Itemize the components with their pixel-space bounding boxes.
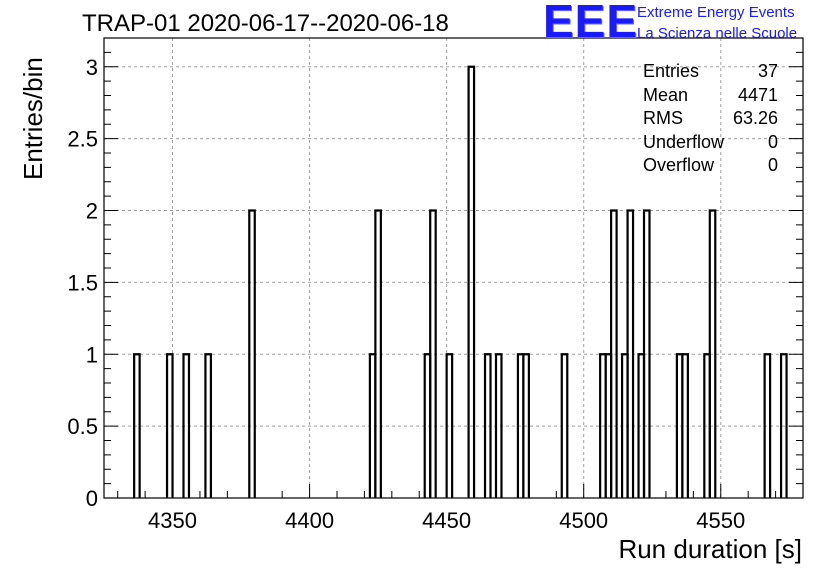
axis-ticks — [104, 37, 804, 499]
logo-line-1: Extreme Energy Events — [637, 4, 795, 21]
histogram-bin — [429, 209, 437, 498]
histogram-bin — [248, 209, 256, 498]
x-tick-label: 4550 — [696, 508, 745, 533]
stats-value: 63.26 — [732, 108, 778, 128]
stats-label: Overflow — [643, 155, 715, 175]
x-tick-label: 4350 — [148, 508, 197, 533]
y-tick-label: 0 — [86, 486, 98, 511]
stats-row-rms: RMS 63.26 — [643, 107, 778, 131]
x-tick-label: 4450 — [422, 508, 471, 533]
stats-row-underflow: Underflow 0 — [643, 131, 778, 155]
histogram-bin — [522, 353, 530, 498]
y-tick-label: 1 — [86, 342, 98, 367]
y-tick-label: 2.5 — [67, 127, 98, 152]
stats-value: 0 — [767, 131, 778, 152]
y-tick-label: 0.5 — [67, 414, 98, 439]
y-tick-label: 2 — [86, 199, 98, 224]
histogram-bin — [133, 353, 141, 498]
stats-row-overflow: Overflow 0 — [643, 154, 778, 178]
stats-label: Entries — [643, 61, 700, 81]
grid-lines — [104, 38, 803, 498]
stats-value: 37 — [757, 61, 778, 81]
histogram-bin — [642, 209, 651, 498]
histogram-bin — [445, 353, 454, 498]
chart-title: TRAP-01 2020-06-17--2020-06-18 — [82, 10, 449, 37]
histogram-bars — [133, 65, 788, 498]
histogram-bin — [763, 353, 772, 498]
y-tick-label: 1.5 — [67, 270, 98, 295]
stats-value: 0 — [767, 155, 778, 175]
stats-value: 4471 — [737, 84, 778, 105]
histogram-bin — [626, 209, 635, 498]
histogram-bin — [483, 353, 492, 498]
y-axis-label: Entries/bin — [18, 57, 48, 180]
histogram-bin — [681, 353, 689, 498]
histogram-bin — [708, 209, 717, 498]
histogram-bin — [182, 353, 191, 498]
histogram-bin — [494, 353, 503, 498]
histogram-bin — [560, 353, 569, 498]
histogram-bin — [204, 353, 213, 498]
x-axis-label: Run duration [s] — [618, 534, 802, 564]
stats-row-mean: Mean 4471 — [643, 84, 778, 108]
x-tick-label: 4500 — [559, 508, 608, 533]
histogram-bin — [165, 353, 174, 498]
stats-box: Entries 37 Mean 4471 RMS 63.26 Underflow… — [643, 60, 778, 178]
x-tick-label: 4400 — [285, 508, 334, 533]
histogram-bin — [374, 209, 382, 498]
histogram-bin — [779, 353, 788, 498]
stats-label: RMS — [643, 108, 683, 128]
eee-logo: EEE — [543, 0, 639, 47]
axis-tick-labels: 4350 4400 4450 4500 4550 0 0.5 1 1.5 2 2.5 3 — [67, 55, 745, 533]
stats-label: Mean — [643, 84, 689, 105]
stats-row-entries: Entries 37 — [643, 60, 778, 84]
y-tick-label: 3 — [86, 55, 98, 80]
stats-label: Underflow — [643, 131, 725, 152]
logo-line-2: La Scienza nelle Scuole — [637, 25, 798, 42]
histogram-bin — [610, 209, 618, 498]
histogram-bin — [467, 65, 476, 498]
